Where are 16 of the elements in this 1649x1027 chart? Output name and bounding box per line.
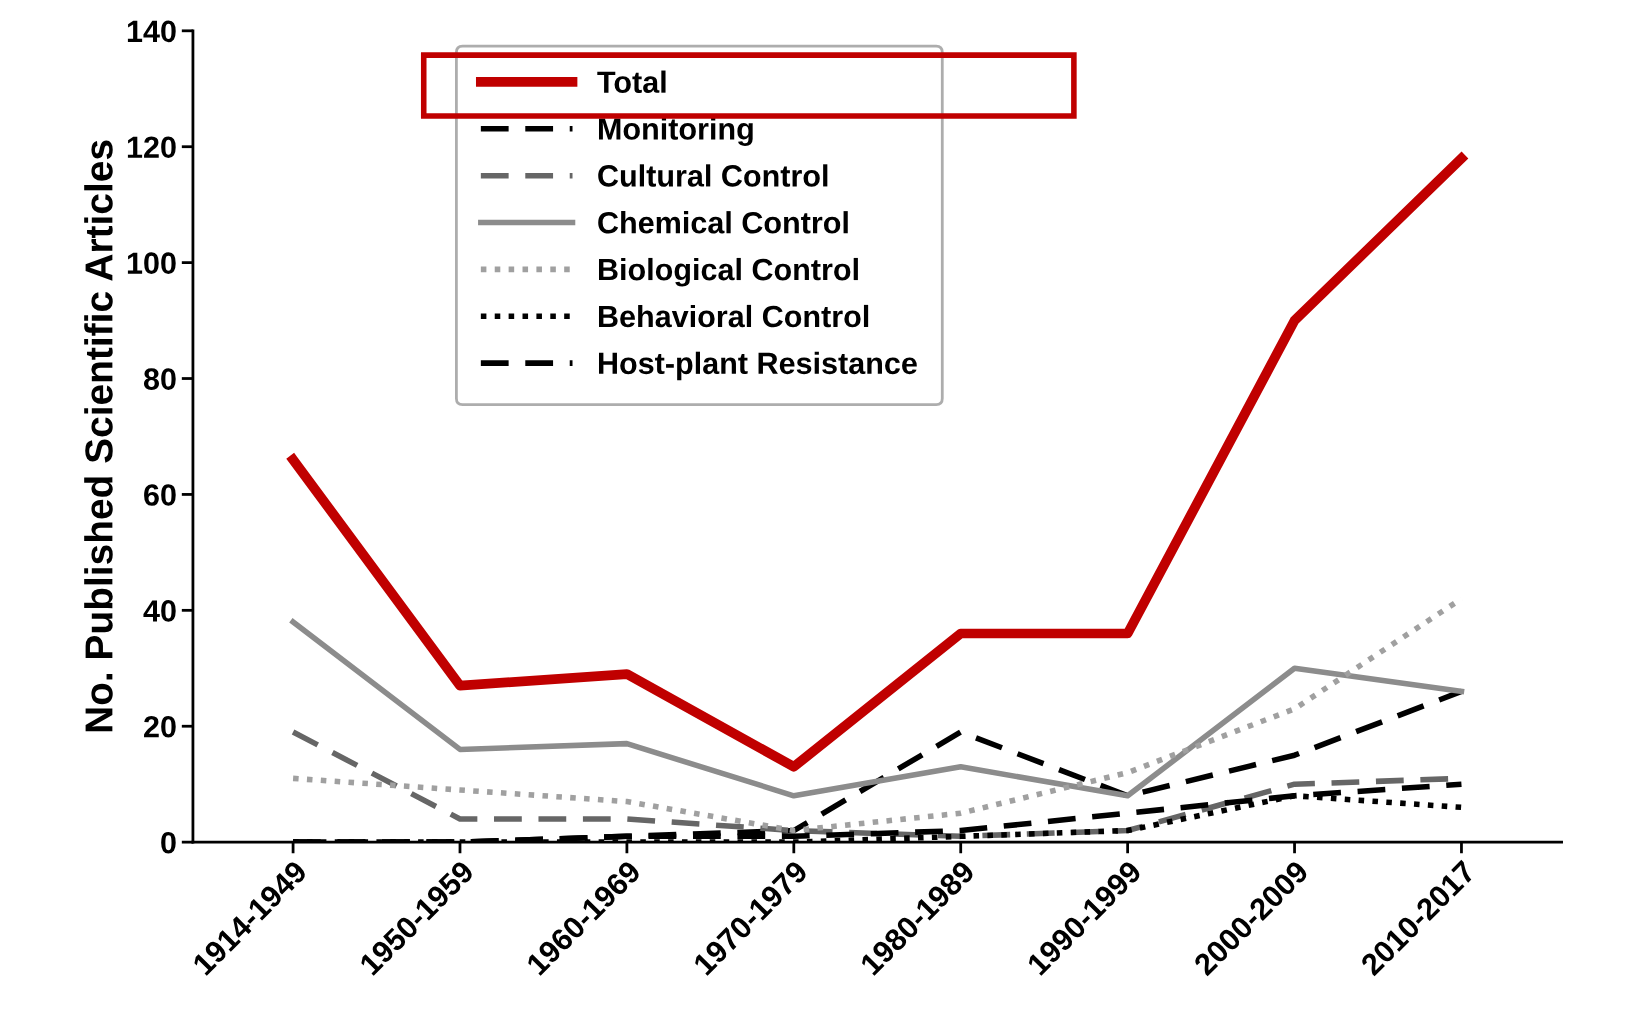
legend-label: Host-plant Resistance (599, 351, 917, 381)
y-tick-label: 60 (144, 484, 176, 506)
y-tick-label: 100 (127, 252, 176, 274)
y-tick-label: 20 (144, 715, 176, 738)
y-tick-label: 120 (127, 136, 176, 159)
legend-label: Behavioral Control (599, 304, 869, 328)
legend-label: Biological Control (599, 257, 858, 287)
y-tick-label: 80 (143, 368, 176, 390)
legend-label: Total (597, 70, 666, 93)
y-axis-title: No. Published Scientific Articles (84, 140, 113, 732)
legend-label: Monitoring (599, 117, 753, 146)
legend-label: Chemical Control (598, 211, 848, 234)
y-tick-label: 0 (161, 831, 176, 854)
y-tick-label: 40 (143, 600, 176, 622)
y-tick-label: 140 (127, 20, 176, 43)
legend-label: Cultural Control (598, 164, 828, 187)
